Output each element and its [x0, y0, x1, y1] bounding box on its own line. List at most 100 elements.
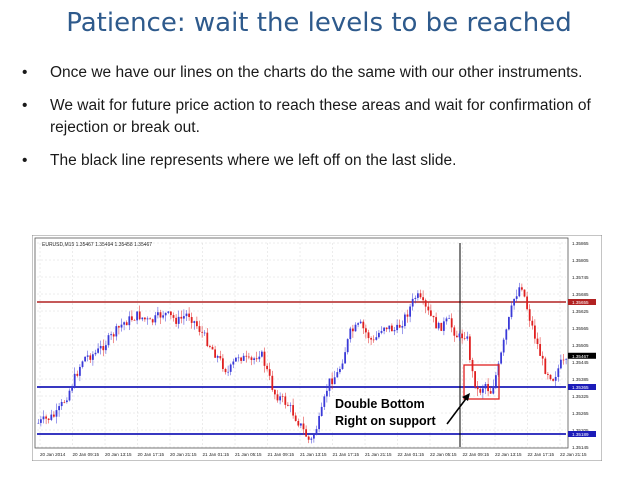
- double-bottom-box: [463, 364, 500, 400]
- candle-body: [266, 365, 268, 370]
- time-tick-label: 20 Jan 17:15: [138, 452, 165, 457]
- time-tick-label: 21 Jan 13:15: [300, 452, 327, 457]
- candle-body: [102, 345, 105, 351]
- candle-body: [547, 373, 549, 375]
- candle-body: [237, 357, 240, 359]
- candle-body: [203, 332, 206, 334]
- candle-body: [531, 320, 534, 326]
- candle-body: [565, 359, 567, 361]
- candle-body: [81, 361, 84, 367]
- candle-body: [175, 317, 177, 324]
- candle-body: [268, 369, 271, 376]
- candle-body: [172, 315, 175, 318]
- candle-body: [144, 317, 146, 320]
- candle-body: [539, 344, 541, 356]
- bullet-text: The black line represents where we left …: [50, 152, 457, 169]
- candle-body: [123, 322, 125, 325]
- candle-body: [136, 311, 138, 321]
- candle-body: [367, 332, 370, 339]
- price-tick-label: 1.35325: [572, 394, 589, 399]
- candle-body: [157, 312, 159, 316]
- candle-body: [385, 327, 388, 330]
- candle-body: [162, 315, 164, 318]
- candle-body: [513, 298, 515, 306]
- time-tick-label: 22 Jan 05:15: [430, 452, 457, 457]
- candle-body: [219, 355, 222, 359]
- candle-body: [45, 416, 47, 419]
- candle-body: [97, 348, 99, 353]
- current-price-tag: [568, 352, 596, 359]
- candle-body: [177, 316, 180, 324]
- candle-body: [310, 438, 313, 440]
- candle-body: [198, 326, 201, 332]
- candle-body: [307, 436, 310, 440]
- candle-body: [313, 434, 315, 439]
- candle-body: [138, 311, 141, 320]
- candle-body: [352, 328, 354, 332]
- candle-body: [274, 389, 276, 395]
- candle-body: [549, 374, 552, 380]
- candle-body: [240, 357, 242, 361]
- candle-body: [461, 333, 463, 339]
- candle-body: [99, 345, 102, 349]
- candle-body: [63, 401, 66, 403]
- candle-body: [141, 317, 144, 320]
- candle-body: [523, 289, 526, 297]
- candle-body: [289, 405, 292, 406]
- candle-body: [42, 416, 45, 420]
- time-tick-label: 21 Jan 01:15: [203, 452, 230, 457]
- candle-body: [463, 338, 466, 339]
- candle-body: [250, 357, 253, 361]
- chart-header: EURUSD,M15 1.35467 1.35494 1.35458 1.354…: [42, 242, 152, 248]
- candle-body: [263, 351, 266, 366]
- candle-body: [146, 318, 149, 320]
- candle-body: [357, 323, 359, 325]
- candle-body: [201, 331, 203, 333]
- candle-body: [258, 356, 261, 360]
- candle-body: [188, 313, 190, 318]
- candle-body: [128, 316, 131, 326]
- candle-body: [554, 376, 557, 381]
- level-price-tag: [568, 384, 596, 390]
- price-tick-label: 1.35865: [572, 241, 589, 246]
- candle-body: [131, 316, 133, 321]
- candle-body: [430, 310, 432, 316]
- candle-body: [372, 339, 375, 341]
- annotation-arrow-head: [462, 393, 470, 401]
- candle-body: [47, 418, 50, 420]
- candle-body: [502, 339, 505, 353]
- price-tick-label: 1.35565: [572, 326, 589, 331]
- candle-body: [414, 297, 417, 299]
- candle-body: [287, 404, 289, 406]
- candle-body: [149, 318, 151, 320]
- bullet-item: • Once we have our lines on the charts do…: [22, 62, 624, 84]
- candle-body: [378, 332, 380, 338]
- candle-body: [339, 368, 341, 373]
- candle-body: [422, 297, 424, 301]
- candle-body: [445, 318, 448, 322]
- annotation-line: Right on support: [335, 414, 436, 428]
- candle-body: [344, 352, 346, 364]
- candle-body: [552, 379, 554, 381]
- candle-body: [183, 316, 185, 319]
- price-tick-label: 1.35265: [572, 411, 589, 416]
- candle-body: [227, 371, 229, 373]
- candle-body: [469, 336, 471, 360]
- candle-body: [354, 324, 357, 332]
- candle-body: [370, 338, 372, 340]
- bullet-text: Once we have our lines on the charts do …: [50, 64, 583, 81]
- candle-body: [505, 329, 508, 340]
- candle-body: [440, 322, 443, 331]
- price-tick-label: 1.35145: [572, 445, 589, 450]
- candle-body: [86, 355, 89, 357]
- candle-body: [214, 349, 216, 358]
- candle-body: [489, 391, 492, 394]
- candle-body: [510, 305, 513, 318]
- chart-grid: [37, 242, 566, 448]
- candle-body: [450, 318, 453, 328]
- price-tick-label: 1.35745: [572, 275, 589, 280]
- bullet-item: • We wait for future price action to reac…: [22, 95, 624, 139]
- candle-body: [60, 401, 63, 407]
- level-price-tag: [568, 299, 596, 305]
- candle-body: [331, 378, 333, 385]
